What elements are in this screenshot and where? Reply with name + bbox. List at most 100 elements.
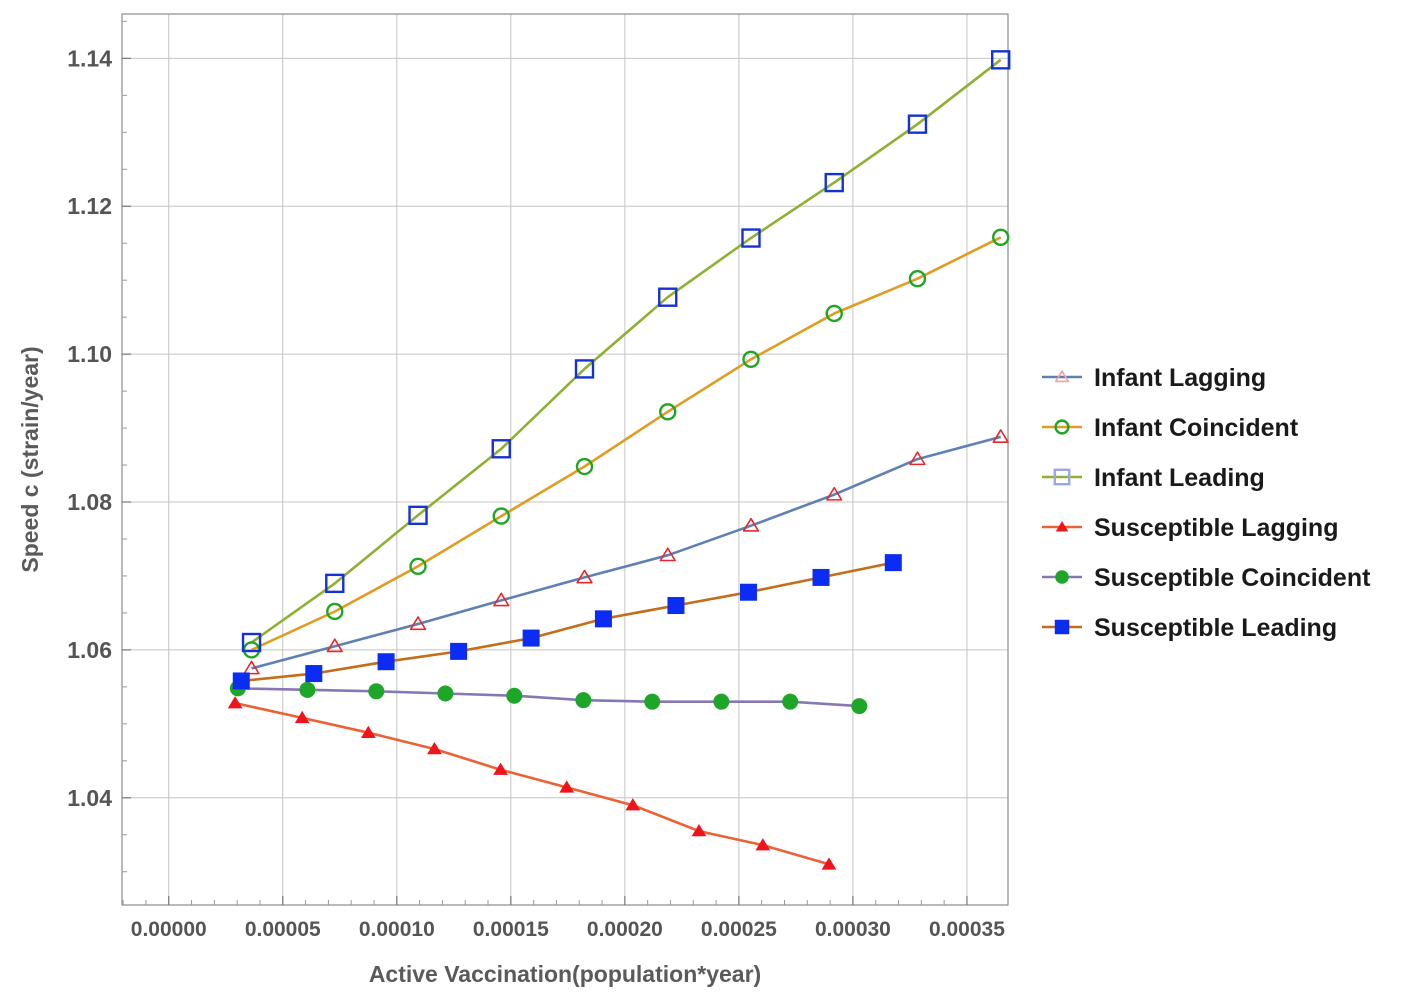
- data-point-infant-leading: [824, 172, 844, 193]
- data-point-susceptible-leading: [667, 597, 685, 615]
- data-point-infant-coincident: [326, 602, 344, 621]
- data-point-infant-lagging: [576, 569, 593, 584]
- data-point-infant-coincident: [575, 457, 594, 476]
- data-point-susceptible-leading: [594, 610, 612, 628]
- series-line-infant-leading: [250, 58, 1002, 644]
- series-line-susceptible-lagging: [234, 701, 830, 866]
- data-point-susceptible-lagging: [493, 762, 508, 775]
- legend-item-susceptible-leading: Susceptible Leading: [1042, 614, 1337, 642]
- data-point-susceptible-lagging: [625, 798, 641, 811]
- y-tick-label: 1.12: [67, 193, 112, 219]
- legend-item-infant-coincident: Infant Coincident: [1042, 414, 1299, 442]
- y-tick-label: 1.10: [67, 341, 112, 367]
- series-markers: [227, 50, 1011, 870]
- data-point-infant-lagging: [742, 517, 760, 532]
- data-point-infant-lagging: [826, 486, 843, 501]
- data-point-susceptible-leading: [377, 653, 395, 671]
- data-point-susceptible-lagging: [691, 824, 707, 837]
- data-point-infant-leading: [408, 505, 428, 526]
- data-point-susceptible-leading: [739, 583, 757, 601]
- data-point-susceptible-lagging: [755, 838, 771, 851]
- x-tick-label: 0.00035: [929, 918, 1005, 941]
- data-point-susceptible-lagging: [360, 725, 376, 738]
- legend-swatch-marker: [1054, 619, 1070, 635]
- data-point-susceptible-leading: [812, 568, 830, 586]
- data-point-infant-coincident: [742, 350, 760, 369]
- legend-swatch-marker: [1054, 419, 1070, 435]
- legend-label: Infant Lagging: [1094, 364, 1266, 392]
- data-point-infant-lagging: [243, 660, 260, 675]
- legend-label: Susceptible Lagging: [1094, 514, 1338, 542]
- data-point-susceptible-coincident: [299, 681, 316, 698]
- data-point-susceptible-lagging: [427, 741, 442, 755]
- legend-swatch-marker: [1055, 570, 1069, 584]
- data-point-infant-leading: [658, 287, 678, 307]
- y-tick-label: 1.14: [67, 45, 112, 71]
- data-point-infant-leading: [907, 114, 928, 134]
- data-point-susceptible-coincident: [368, 683, 385, 700]
- legend-label: Susceptible Coincident: [1094, 564, 1371, 592]
- x-tick-label: 0.00010: [359, 918, 435, 941]
- x-tick-label: 0.00000: [131, 918, 207, 941]
- data-point-susceptible-lagging: [821, 857, 837, 870]
- legend-swatch-marker: [1054, 370, 1070, 383]
- y-axis-title: Speed c (strain/year): [17, 346, 43, 572]
- data-point-susceptible-lagging: [227, 696, 243, 709]
- data-point-susceptible-lagging: [294, 710, 310, 724]
- data-point-infant-coincident: [908, 270, 927, 288]
- legend-label: Infant Coincident: [1094, 414, 1299, 442]
- data-point-susceptible-leading: [305, 665, 323, 683]
- data-point-susceptible-coincident: [506, 687, 523, 704]
- data-point-susceptible-lagging: [559, 780, 575, 793]
- legend-label: Infant Leading: [1094, 464, 1265, 492]
- data-point-infant-coincident: [492, 507, 510, 525]
- x-tick-label: 0.00030: [815, 918, 891, 941]
- legend-label: Susceptible Leading: [1094, 614, 1337, 642]
- y-tick-label: 1.08: [67, 489, 112, 515]
- legend-swatch-marker: [1053, 468, 1071, 486]
- legend-swatch-marker: [1055, 521, 1069, 532]
- legend-item-susceptible-lagging: Susceptible Lagging: [1042, 514, 1338, 542]
- data-point-infant-lagging: [909, 451, 926, 466]
- data-point-infant-coincident: [409, 557, 427, 576]
- x-axis-title: Active Vaccination(population*year): [369, 961, 761, 987]
- y-tick-label: 1.06: [67, 637, 112, 663]
- legend-item-infant-leading: Infant Leading: [1042, 464, 1265, 492]
- data-point-infant-lagging: [992, 429, 1009, 443]
- data-point-susceptible-leading: [522, 629, 540, 647]
- data-point-susceptible-leading: [884, 554, 902, 572]
- grid-lines: [122, 14, 1008, 905]
- data-point-infant-coincident: [659, 403, 677, 421]
- x-tick-label: 0.00005: [245, 918, 321, 941]
- data-point-infant-coincident: [825, 304, 843, 323]
- data-point-susceptible-coincident: [644, 693, 661, 710]
- data-point-susceptible-coincident: [575, 692, 592, 709]
- series-line-susceptible-leading: [241, 561, 894, 683]
- series-lines: [234, 58, 1002, 866]
- data-point-infant-leading: [325, 573, 345, 594]
- data-point-infant-leading: [574, 359, 595, 379]
- y-tick-label: 1.04: [67, 785, 112, 811]
- series-line-susceptible-coincident: [237, 687, 860, 708]
- data-point-infant-leading: [491, 439, 511, 459]
- data-point-susceptible-coincident: [713, 693, 730, 710]
- plot-frame: [121, 13, 1009, 906]
- data-point-susceptible-coincident: [851, 698, 868, 715]
- data-point-infant-lagging: [326, 638, 343, 653]
- data-point-susceptible-leading: [232, 672, 250, 690]
- series-line-infant-lagging: [251, 435, 1002, 670]
- data-point-susceptible-coincident: [782, 693, 799, 710]
- x-tick-label: 0.00015: [473, 918, 549, 941]
- data-point-infant-leading: [991, 50, 1011, 70]
- data-point-susceptible-coincident: [437, 685, 454, 702]
- x-tick-label: 0.00025: [701, 918, 777, 941]
- axis-ticks: 0.00000 0.00005 0.00010 0.00015 0.00020 0.000…: [67, 20, 1005, 941]
- data-point-infant-leading: [241, 632, 262, 653]
- data-point-infant-lagging: [409, 616, 427, 631]
- data-point-infant-leading: [741, 228, 761, 248]
- legend-item-susceptible-coincident: Susceptible Coincident: [1042, 564, 1371, 592]
- data-point-susceptible-leading: [450, 642, 468, 660]
- x-tick-label: 0.00020: [587, 918, 663, 941]
- legend: Infant Lagging Infant Coincident Infant Le…: [1042, 364, 1371, 642]
